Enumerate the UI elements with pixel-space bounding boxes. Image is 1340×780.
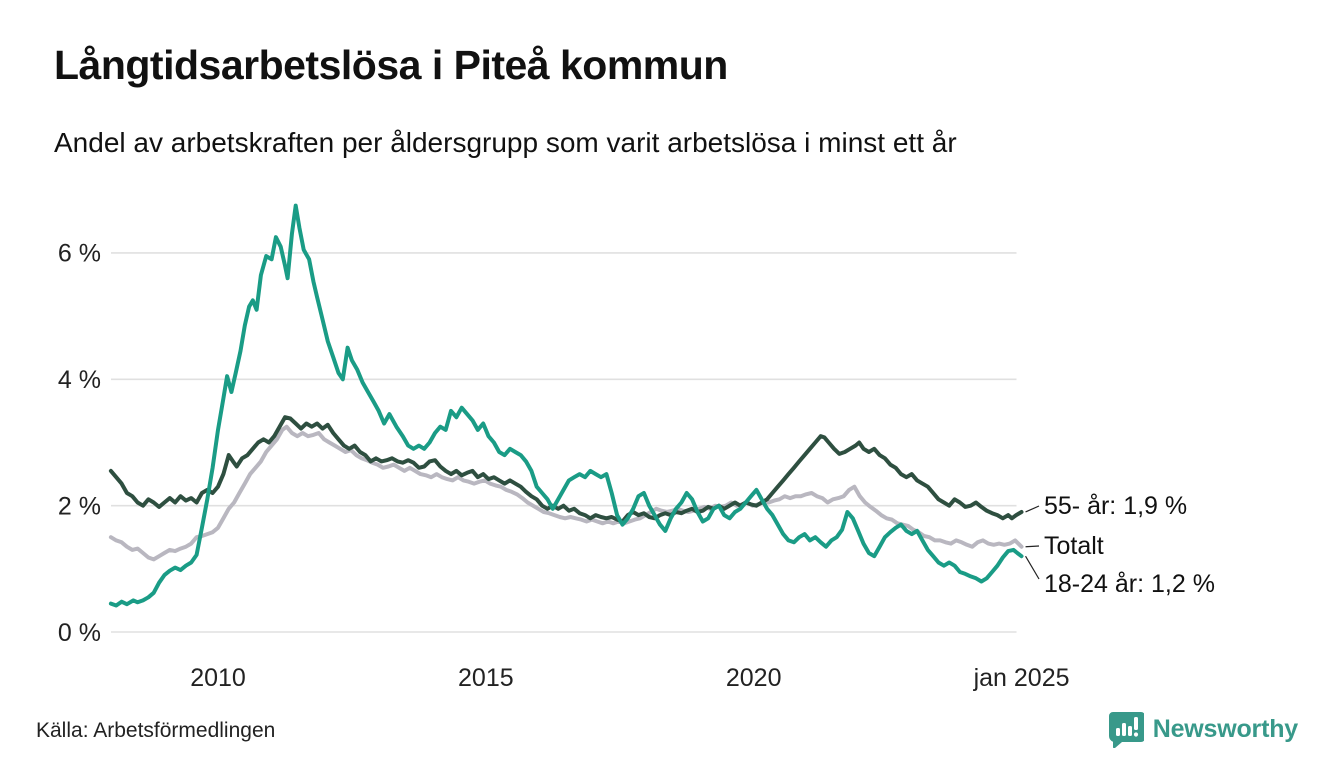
x-axis-labels: 2010 2015 2020 jan 2025	[190, 664, 1069, 692]
x-tick-label: 2020	[726, 664, 782, 692]
page-subtitle: Andel av arbetskraften per åldersgrupp s…	[54, 127, 957, 158]
y-tick-label: 6 %	[58, 240, 101, 268]
newsworthy-logo[interactable]: Newsworthy	[1108, 710, 1298, 748]
gridlines	[111, 252, 1017, 633]
series-end-label-18-24-ar: 18-24 år: 1,2 %	[1044, 570, 1215, 598]
series-line-totalt	[108, 424, 1024, 562]
annotation-connector	[1025, 545, 1040, 548]
y-tick-label: 2 %	[58, 492, 101, 520]
series-end-annotations: 55- år: 1,9 % Totalt 18-24 år: 1,2 %	[1025, 492, 1215, 598]
series-paths	[108, 203, 1024, 608]
series-end-label-55-ar: 55- år: 1,9 %	[1044, 492, 1187, 520]
series-line-55-ar	[108, 415, 1024, 524]
y-tick-label: 0 %	[58, 619, 101, 647]
brand-name: Newsworthy	[1152, 714, 1298, 743]
x-tick-label: 2015	[458, 664, 514, 692]
y-axis-labels: 0 % 2 % 4 % 6 %	[58, 240, 101, 647]
annotation-connector	[1025, 505, 1040, 513]
x-tick-label: jan 2025	[973, 664, 1070, 692]
y-tick-label: 4 %	[58, 366, 101, 394]
series-line-18-24-ar	[108, 203, 1024, 608]
chart-speech-bubble-icon	[1108, 712, 1144, 748]
series-end-label-totalt: Totalt	[1044, 532, 1104, 560]
annotation-connector	[1025, 555, 1040, 580]
page-title: Långtidsarbetslösa i Piteå kommun	[54, 42, 728, 88]
x-tick-label: 2010	[190, 664, 246, 692]
source-note: Källa: Arbetsförmedlingen	[36, 719, 276, 742]
